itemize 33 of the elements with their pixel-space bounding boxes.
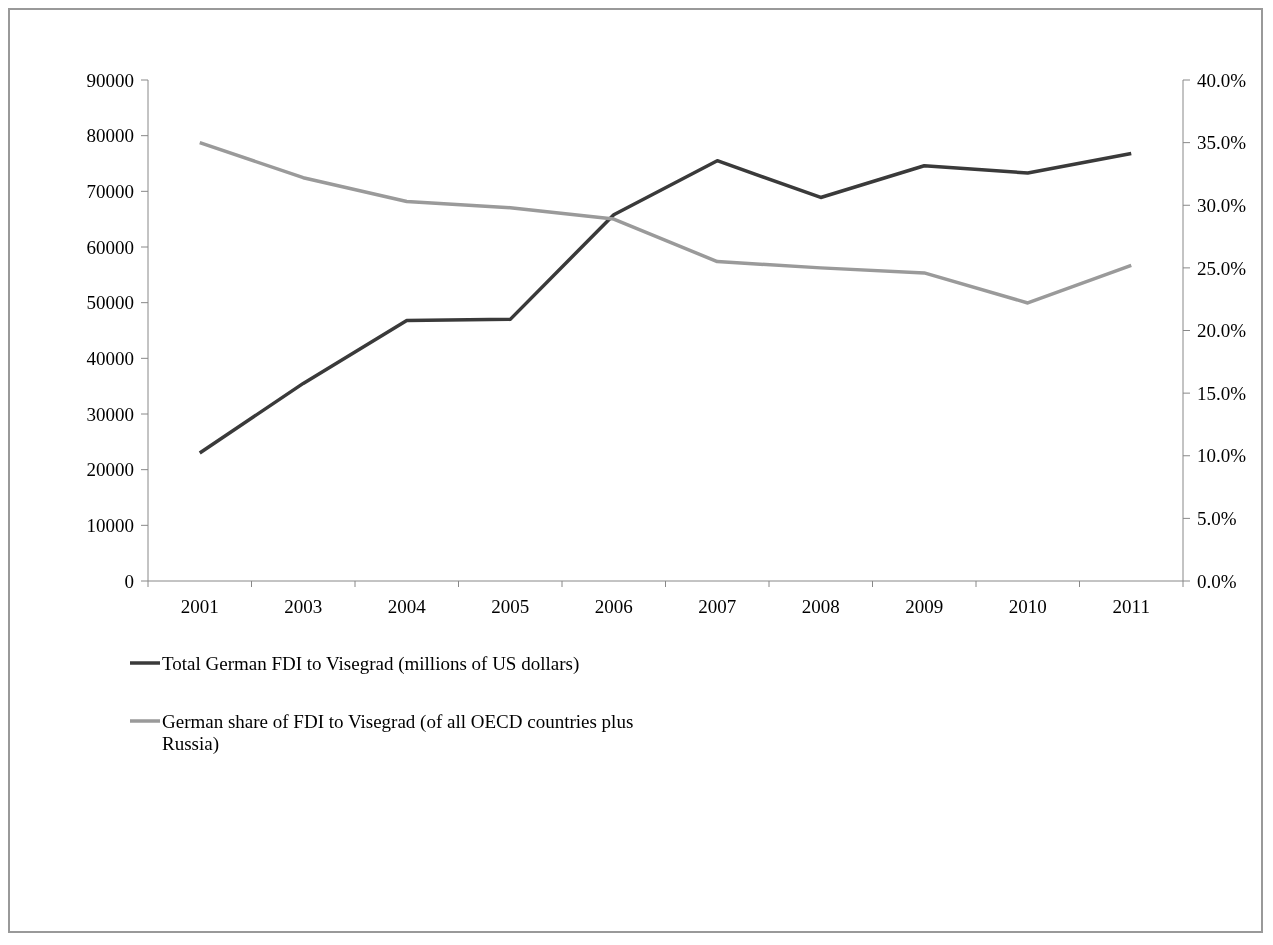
y2-tick-label: 25.0% [1197,257,1247,279]
y2-tick-label: 35.0% [1197,132,1247,154]
legend-label: Total German FDI to Visegrad (millions of US dollars) [162,652,580,675]
x-tick-label: 2004 [387,596,427,617]
y2-tick-label: 0.0% [1197,570,1237,592]
line-series [198,151,1133,455]
y2-tick-label: 5.0% [1197,508,1237,530]
y-tick-label: 0 [124,570,134,592]
legend-label: German share of FDI to Visegrad (of all OECD countries plus Russia) [162,710,634,756]
y-tick-label: 30000 [86,403,134,425]
y-tick-label: 70000 [86,180,134,202]
x-tick-label: 2003 [284,596,323,617]
x-tick-label: 2007 [698,596,737,617]
x-tick-label: 2010 [1008,596,1047,617]
y-tick-label: 10000 [86,514,134,536]
y2-tick-label: 20.0% [1197,320,1247,342]
y2-tick-label: 40.0% [1197,69,1247,91]
x-tick-label: 2008 [801,596,840,617]
y2-tick-label: 10.0% [1197,445,1247,467]
x-tick-label: 2005 [491,596,530,617]
x-tick-label: 2006 [594,596,633,617]
y-tick-label: 50000 [86,292,134,314]
y2-tick-label: 15.0% [1197,382,1247,404]
y-tick-label: 40000 [86,347,134,369]
line-series [198,140,1133,305]
x-tick-label: 2009 [905,596,944,617]
y2-tick-label: 30.0% [1197,194,1247,216]
y-tick-label: 20000 [86,459,134,481]
y-tick-label: 90000 [86,69,134,91]
x-tick-label: 2011 [1112,596,1150,617]
y-tick-label: 60000 [86,236,134,258]
x-tick-label: 2001 [180,596,219,617]
y-tick-label: 80000 [86,125,134,147]
